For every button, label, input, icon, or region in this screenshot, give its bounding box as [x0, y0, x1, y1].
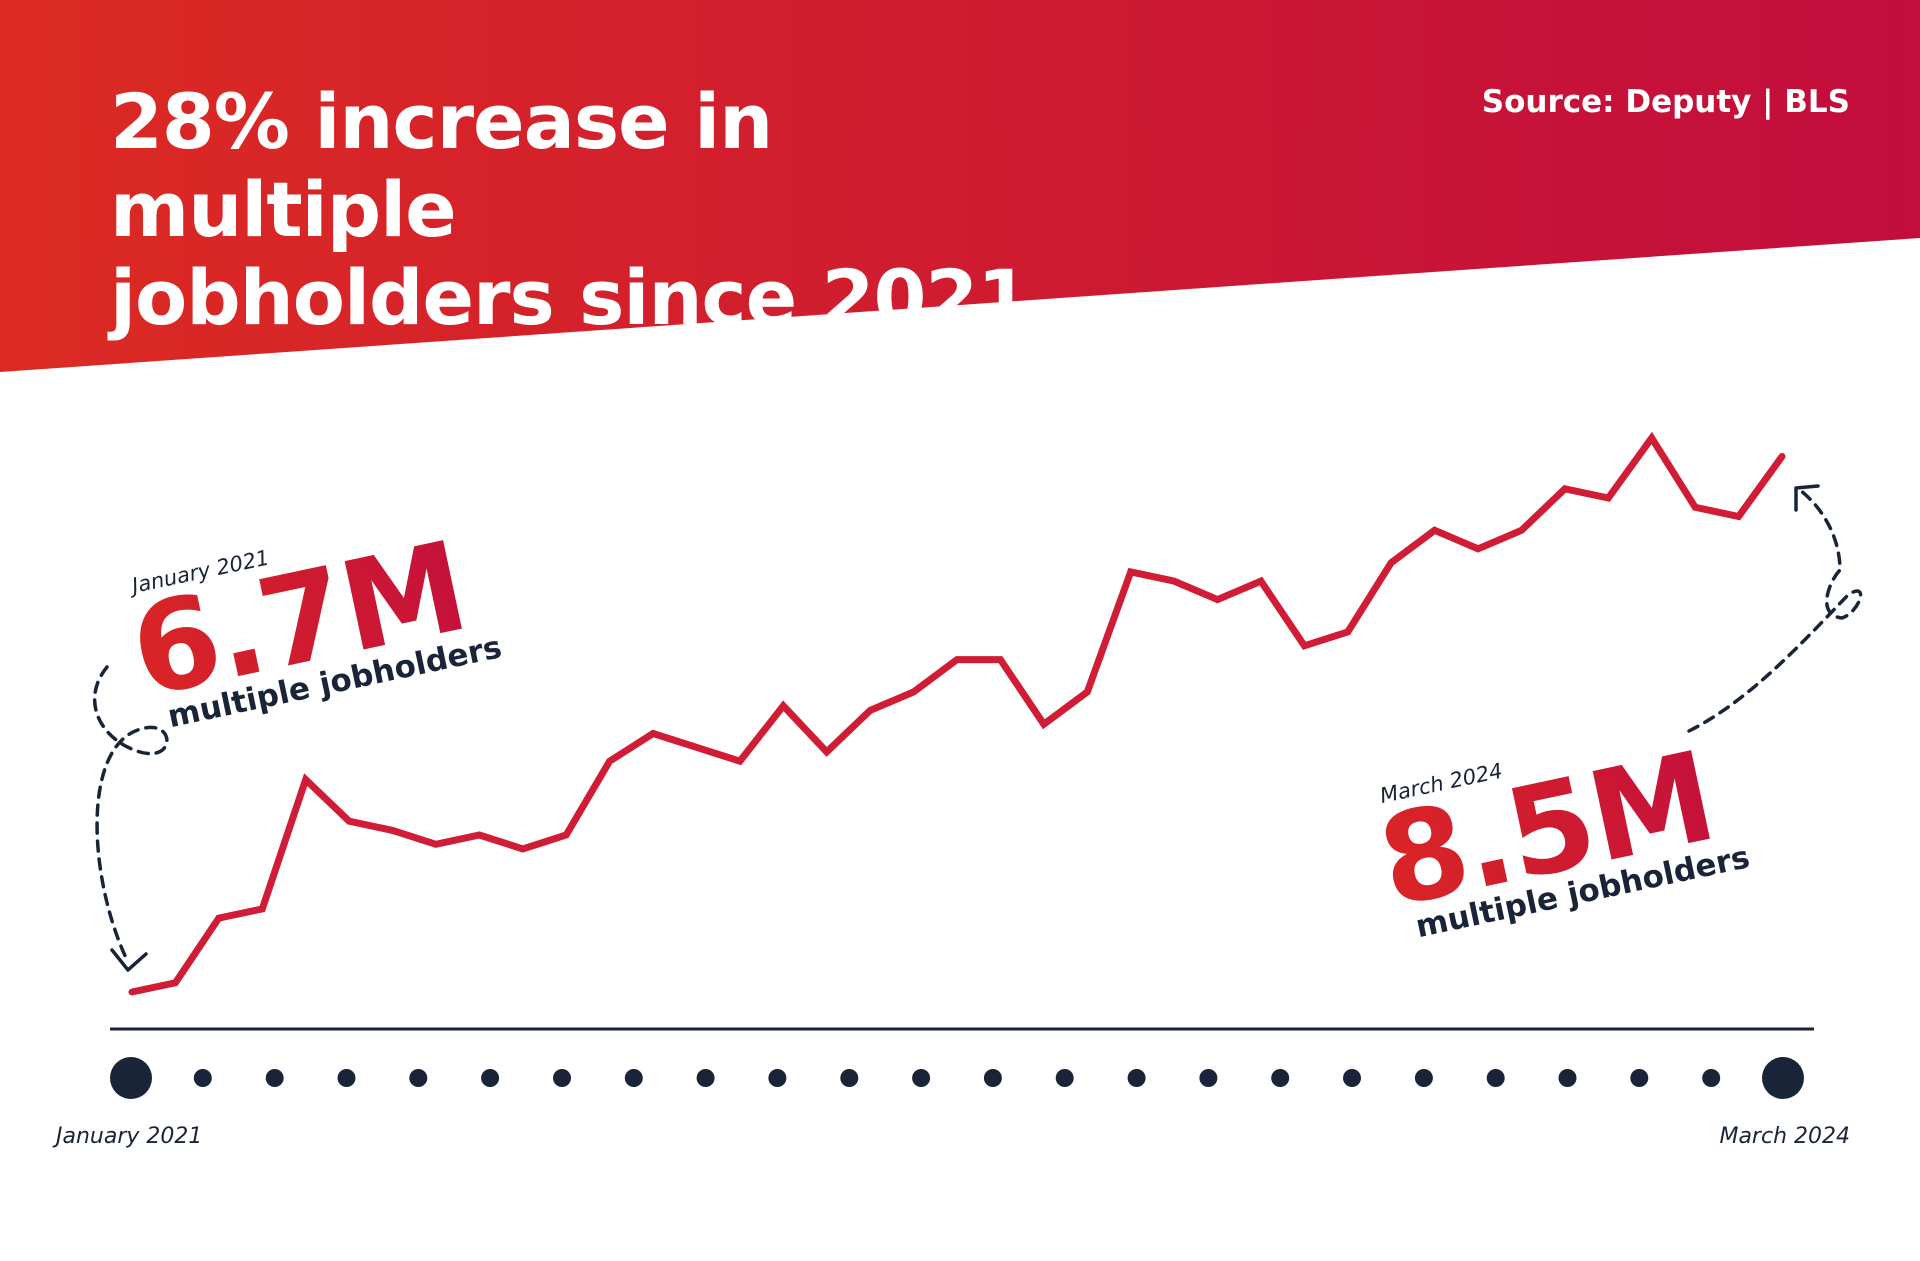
x-axis-tick-dot	[1558, 1069, 1577, 1087]
x-axis-tick-dot	[1414, 1069, 1433, 1087]
x-axis-tick-dot	[840, 1069, 859, 1087]
x-axis-tick-dot	[1271, 1069, 1290, 1087]
title-line-2: jobholders since 2021	[110, 253, 1030, 342]
x-axis-tick-dot	[553, 1069, 571, 1087]
start-arrow-curve	[92, 665, 169, 964]
x-axis-tick-dot	[696, 1069, 715, 1087]
x-axis-tick-dot	[1199, 1069, 1218, 1087]
x-axis-start-label: January 2021	[56, 1124, 203, 1149]
start-arrow-decoration	[92, 665, 169, 964]
x-axis-ticks	[110, 1057, 1804, 1099]
x-axis-endpoint-dot	[1762, 1057, 1804, 1099]
x-axis-tick-dot	[1127, 1069, 1146, 1087]
x-axis-tick-dot	[1630, 1069, 1649, 1087]
x-axis-endpoint-dot	[110, 1057, 152, 1099]
source-label: Source: Deputy | BLS	[1481, 84, 1850, 120]
end-arrow-decoration	[1687, 488, 1863, 733]
title-line-1: 28% increase in multiple	[110, 77, 773, 254]
x-axis-tick-dot	[481, 1069, 500, 1087]
x-axis-tick-dot	[409, 1069, 428, 1087]
x-axis-tick-dot	[624, 1069, 643, 1087]
x-axis-tick-dot	[193, 1069, 212, 1087]
header-banner	[0, 0, 1920, 372]
start-arrow-head	[110, 948, 148, 972]
x-axis-tick-dot	[912, 1069, 931, 1087]
x-axis-end-label: March 2024	[1719, 1124, 1850, 1149]
x-axis-tick-dot	[337, 1069, 356, 1087]
x-axis-tick-dot	[265, 1069, 284, 1087]
x-axis-tick-dot	[768, 1069, 787, 1087]
x-axis-tick-dot	[1343, 1069, 1361, 1087]
series-line	[128, 431, 1786, 996]
x-axis-tick-dot	[983, 1069, 1002, 1087]
end-arrow-curve	[1687, 488, 1863, 733]
chart-title: 28% increase in multiple jobholders sinc…	[110, 78, 1110, 342]
x-axis-tick-dot	[1702, 1069, 1721, 1087]
x-axis-tick-dot	[1486, 1069, 1505, 1087]
end-arrow-head	[1794, 484, 1820, 512]
x-axis-tick-dot	[1055, 1069, 1074, 1087]
